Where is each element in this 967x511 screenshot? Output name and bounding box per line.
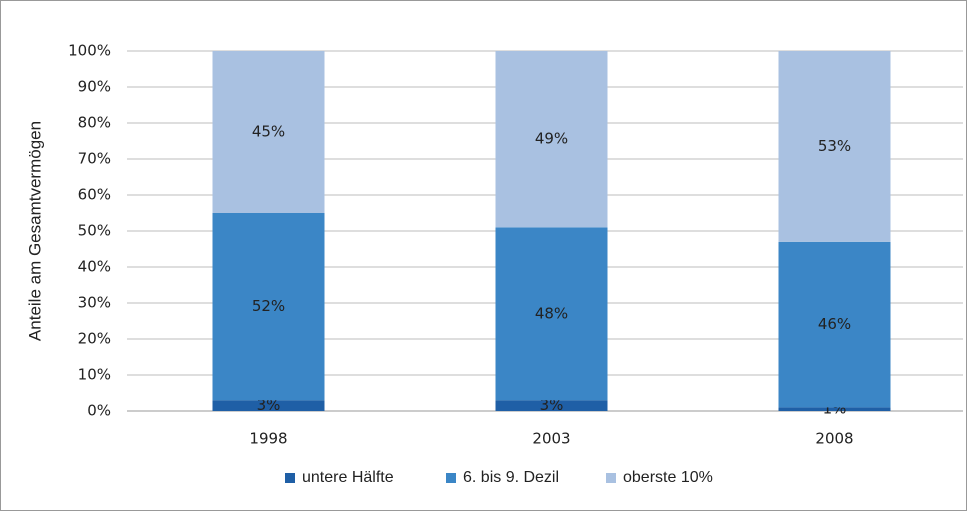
y-tick-label: 20%	[78, 330, 111, 348]
y-tick-label: 70%	[78, 150, 111, 168]
bar-segment	[212, 213, 325, 401]
data-label: 45%	[252, 123, 285, 141]
bar-segment	[778, 407, 891, 411]
y-tick-label: 100%	[68, 42, 111, 60]
y-tick-label: 30%	[78, 294, 111, 312]
y-tick-label: 10%	[78, 366, 111, 384]
y-tick-label: 0%	[87, 402, 111, 420]
x-tick-label: 2008	[815, 430, 853, 448]
legend-label: 6. bis 9. Dezil	[463, 469, 559, 486]
x-tick-label: 1998	[249, 430, 287, 448]
y-tick-label: 80%	[78, 114, 111, 132]
data-label: 52%	[252, 297, 285, 315]
bar-segment	[778, 241, 891, 408]
bar-segment	[212, 400, 325, 411]
data-label: 46%	[818, 315, 851, 333]
bar-segment	[495, 227, 608, 401]
bar-segment	[495, 51, 608, 228]
data-label: 49%	[535, 130, 568, 148]
data-label: 3%	[540, 396, 564, 414]
legend-swatch	[285, 473, 295, 483]
y-tick-label: 60%	[78, 186, 111, 204]
data-label: 53%	[818, 137, 851, 155]
y-axis-label: Anteile am Gesamtvermögen	[25, 121, 44, 341]
x-tick-label: 2003	[532, 430, 570, 448]
bar-segment	[778, 51, 891, 242]
legend-swatch	[446, 473, 456, 483]
bar-segment	[495, 400, 608, 411]
legend-swatch	[606, 473, 616, 483]
data-label: 48%	[535, 304, 568, 322]
legend-label: untere Hälfte	[302, 469, 394, 486]
y-tick-label: 90%	[78, 78, 111, 96]
legend-label: oberste 10%	[623, 469, 713, 486]
y-tick-label: 40%	[78, 258, 111, 276]
data-label: 3%	[257, 396, 281, 414]
y-tick-label: 50%	[78, 222, 111, 240]
bar-segment	[212, 51, 325, 213]
